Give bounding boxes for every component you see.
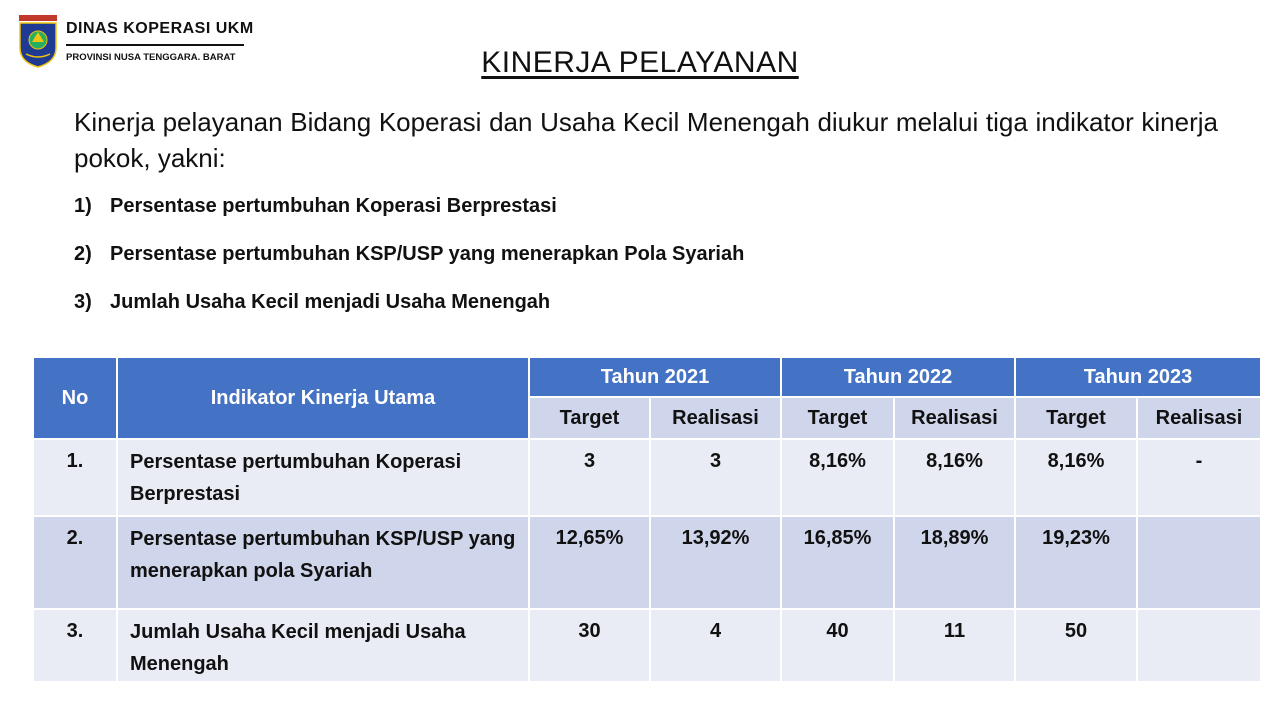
cell-2022-target: 8,16%: [780, 438, 895, 517]
row-indicator: Persentase pertumbuhan KSP/USP yang mene…: [116, 515, 530, 610]
row-indicator: Jumlah Usaha Kecil menjadi Usaha Menenga…: [116, 608, 530, 683]
cell-2023-realisasi: -: [1136, 438, 1262, 517]
col-header-target: Target: [1014, 396, 1138, 440]
table-row: 2. Persentase pertumbuhan KSP/USP yang m…: [32, 515, 1262, 610]
header-logo-block: DINAS KOPERASI UKM PROVINSI NUSA TENGGAR…: [18, 14, 253, 70]
cell-2023-realisasi: [1136, 608, 1262, 683]
cell-2021-realisasi: 4: [649, 608, 782, 683]
indicator-number: 3): [74, 291, 92, 313]
cell-2021-target: 12,65%: [528, 515, 651, 610]
table-row: 3. Jumlah Usaha Kecil menjadi Usaha Mene…: [32, 608, 1262, 683]
row-indicator: Persentase pertumbuhan Koperasi Berprest…: [116, 438, 530, 517]
cell-2021-target: 3: [528, 438, 651, 517]
indicator-item: 3) Jumlah Usaha Kecil menjadi Usaha Menen…: [74, 288, 744, 336]
row-number: 2.: [32, 515, 118, 610]
org-subtitle: PROVINSI NUSA TENGGARA. BARAT: [66, 52, 236, 63]
col-header-realisasi: Realisasi: [649, 396, 782, 440]
cell-2022-target: 40: [780, 608, 895, 683]
cell-2021-realisasi: 13,92%: [649, 515, 782, 610]
col-header-year-2023: Tahun 2023: [1014, 356, 1262, 398]
header-divider: [66, 44, 244, 46]
performance-table: No Indikator Kinerja Utama Tahun 2021 Ta…: [32, 356, 1262, 683]
col-header-target: Target: [528, 396, 651, 440]
indicator-list: 1) Persentase pertumbuhan Koperasi Berpre…: [74, 192, 744, 336]
org-name: DINAS KOPERASI UKM: [66, 20, 254, 37]
indicator-text: Persentase pertumbuhan Koperasi Berprest…: [110, 195, 557, 217]
cell-2023-target: 50: [1014, 608, 1138, 683]
col-header-realisasi: Realisasi: [1136, 396, 1262, 440]
cell-2021-realisasi: 3: [649, 438, 782, 517]
indicator-number: 2): [74, 243, 92, 265]
col-header-target: Target: [780, 396, 895, 440]
cell-2023-realisasi: [1136, 515, 1262, 610]
row-number: 1.: [32, 438, 118, 517]
table-header-row: No Indikator Kinerja Utama Tahun 2021 Ta…: [32, 356, 1262, 440]
indicator-text: Jumlah Usaha Kecil menjadi Usaha Menenga…: [110, 291, 551, 313]
col-header-year-2022: Tahun 2022: [780, 356, 1016, 398]
cell-2023-target: 19,23%: [1014, 515, 1138, 610]
cell-2021-target: 30: [528, 608, 651, 683]
table-subheader-row: Target Realisasi Target Realisasi Target…: [33, 396, 1262, 440]
table-row: 1. Persentase pertumbuhan Koperasi Berpr…: [32, 438, 1262, 517]
provincial-seal-icon: [19, 15, 57, 68]
row-number: 3.: [32, 608, 118, 683]
cell-2022-realisasi: 11: [893, 608, 1016, 683]
col-header-indicator: Indikator Kinerja Utama: [116, 356, 530, 440]
page-title: KINERJA PELAYANAN: [481, 46, 799, 79]
cell-2022-target: 16,85%: [780, 515, 895, 610]
col-header-no: No: [32, 356, 118, 440]
indicator-item: 2) Persentase pertumbuhan KSP/USP yang me…: [74, 240, 744, 288]
col-header-realisasi: Realisasi: [893, 396, 1016, 440]
indicator-item: 1) Persentase pertumbuhan Koperasi Berpre…: [74, 192, 744, 240]
indicator-number: 1): [74, 195, 92, 217]
cell-2022-realisasi: 18,89%: [893, 515, 1016, 610]
col-header-year-2021: Tahun 2021: [528, 356, 782, 398]
intro-paragraph: Kinerja pelayanan Bidang Koperasi dan Us…: [74, 107, 1218, 173]
indicator-text: Persentase pertumbuhan KSP/USP yang mene…: [110, 243, 745, 265]
cell-2023-target: 8,16%: [1014, 438, 1138, 517]
cell-2022-realisasi: 8,16%: [893, 438, 1016, 517]
